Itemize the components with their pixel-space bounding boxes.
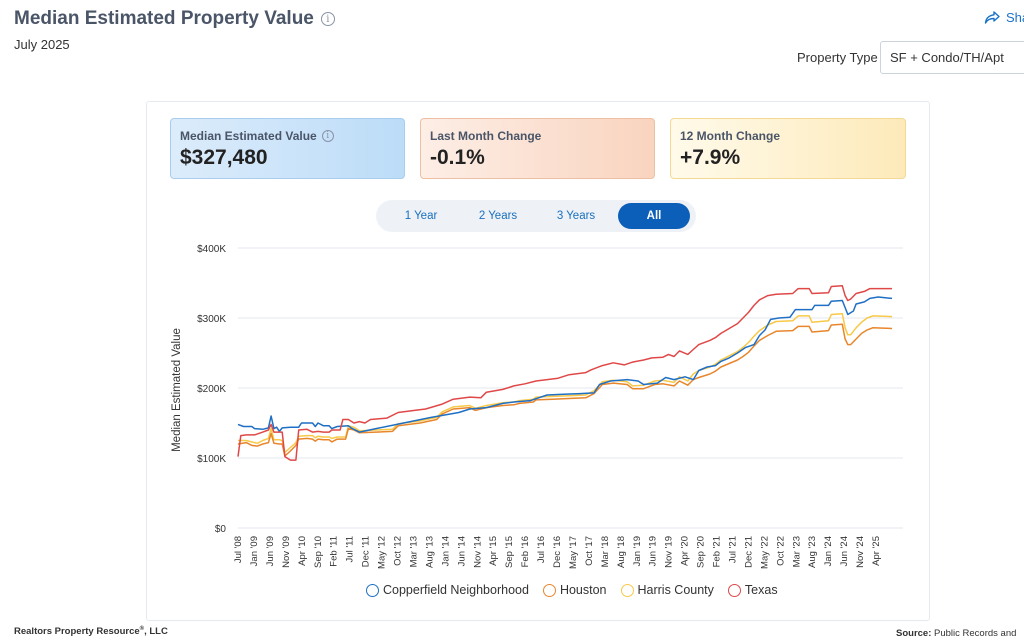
tab-2-years[interactable]: 2 Years <box>478 210 518 222</box>
legend-label: Houston <box>559 583 607 597</box>
x-tick-label: Jan '09 <box>249 536 260 566</box>
x-tick-label: Jun '19 <box>648 536 659 566</box>
legend-item-harris-county[interactable]: Harris County <box>620 583 714 597</box>
info-icon[interactable]: i <box>320 12 335 26</box>
stat-median-value: Median Estimated Value i $327,480 <box>170 118 405 179</box>
legend-marker-icon <box>620 583 634 597</box>
legend-item-houston[interactable]: Houston <box>542 583 607 597</box>
share-icon <box>984 10 1000 24</box>
x-tick-label: Sep '10 <box>313 536 324 568</box>
y-tick-label: $0 <box>215 524 227 535</box>
legend-marker-icon <box>366 583 379 597</box>
legend-label: Harris County <box>637 583 714 597</box>
x-tick-label: Mar '23 <box>791 536 802 567</box>
stat-last-month-change: Last Month Change -0.1% <box>420 118 655 179</box>
footer-source: Source: Public Records and <box>896 628 1016 639</box>
x-tick-label: Apr '20 <box>680 536 691 566</box>
stat-value: -0.1% <box>430 146 485 169</box>
x-tick-label: Apr '15 <box>488 536 499 566</box>
x-tick-label: Aug '13 <box>424 536 435 568</box>
y-tick-label: $100K <box>197 454 226 465</box>
tab-all[interactable]: All <box>618 203 690 229</box>
y-tick-label: $200K <box>197 384 226 395</box>
x-tick-label: Jan '19 <box>632 536 643 566</box>
property-type-label: Property Type <box>797 50 878 65</box>
y-tick-label: $300K <box>197 314 226 325</box>
series-line-harris <box>238 313 893 454</box>
info-icon[interactable]: i <box>321 130 334 142</box>
x-tick-label: Jan '24 <box>823 536 834 566</box>
stat-value: +7.9% <box>680 146 741 169</box>
x-tick-label: Aug '23 <box>807 536 818 568</box>
legend-marker-icon <box>727 583 741 597</box>
legend-marker-icon <box>542 583 556 597</box>
legend-item-texas[interactable]: Texas <box>727 583 778 597</box>
stat-label: Last Month Change <box>430 129 542 143</box>
x-tick-label: May '22 <box>759 536 770 569</box>
x-tick-label: Nov '19 <box>664 536 675 568</box>
x-tick-label: Jul '11 <box>345 536 356 562</box>
stat-label: 12 Month Change <box>680 129 781 143</box>
x-tick-label: Jun '24 <box>839 536 850 566</box>
legend-label: Texas <box>744 583 778 597</box>
x-tick-label: Jan '14 <box>440 536 451 566</box>
stat-value: $327,480 <box>180 146 268 169</box>
y-tick-label: $400K <box>197 244 226 255</box>
tab-3-years[interactable]: 3 Years <box>556 210 596 222</box>
x-tick-label: Jul '16 <box>536 536 547 563</box>
x-tick-label: Oct '17 <box>584 536 595 566</box>
x-tick-label: Sep '15 <box>504 536 515 568</box>
x-tick-label: Apr '25 <box>871 536 882 566</box>
tab-1-year[interactable]: 1 Year <box>404 210 438 222</box>
x-tick-label: Apr '10 <box>297 536 308 566</box>
x-tick-label: May '12 <box>377 536 388 569</box>
x-tick-label: Dec '21 <box>743 536 754 568</box>
range-tabs: 1 Year 2 Years 3 Years All <box>376 200 696 232</box>
registered-mark: ® <box>139 626 145 632</box>
series-line-copperfield <box>237 296 893 433</box>
x-tick-label: Jun '14 <box>456 536 467 566</box>
footer-source-text: Public Records and <box>934 628 1017 639</box>
legend-item-copperfield[interactable]: Copperfield Neighborhood <box>366 583 529 597</box>
x-tick-label: Feb '16 <box>520 536 531 567</box>
x-tick-label: May '17 <box>568 536 579 569</box>
property-type-select[interactable]: SF + Condo/TH/Apt <box>880 41 1024 74</box>
x-tick-label: Sep '20 <box>696 536 707 568</box>
x-tick-label: Dec '11 <box>361 536 372 567</box>
x-tick-label: Nov '24 <box>855 536 866 568</box>
stat-label: Median Estimated Value <box>180 129 317 143</box>
footer-company: Realtors Property Resource®, LLC <box>14 626 168 637</box>
chart-card <box>146 101 930 621</box>
page-title-text: Median Estimated Property Value <box>14 8 314 29</box>
x-tick-label: Jun '09 <box>265 536 276 566</box>
x-tick-label: Jul '21 <box>727 536 738 563</box>
footer-source-label: Source: <box>896 628 932 639</box>
page-title: Median Estimated Property Value i <box>14 8 335 30</box>
x-tick-label: Mar '18 <box>600 536 611 567</box>
x-tick-label: Nov '14 <box>472 536 483 568</box>
x-tick-label: Aug '18 <box>616 536 627 568</box>
page-subtitle: July 2025 <box>14 37 70 52</box>
share-label: Sha <box>1006 10 1024 25</box>
series-line-houston <box>237 323 893 457</box>
footer-company-suffix: , LLC <box>144 626 168 638</box>
chart-legend: Copperfield Neighborhood Houston Harris … <box>366 583 778 597</box>
legend-label: Copperfield Neighborhood <box>383 583 529 597</box>
stat-12-month-change: 12 Month Change +7.9% <box>670 118 906 179</box>
x-tick-label: Oct '22 <box>775 536 786 566</box>
x-tick-label: Jul '08 <box>233 536 244 563</box>
x-tick-label: Dec '16 <box>552 536 563 568</box>
x-tick-label: Oct '12 <box>393 536 404 566</box>
stat-label-row: Median Estimated Value i <box>180 129 395 143</box>
x-tick-label: Feb '21 <box>712 536 723 567</box>
x-tick-label: Feb '11 <box>329 536 340 567</box>
series-line-texas <box>237 285 892 461</box>
x-tick-label: Mar '13 <box>408 536 419 567</box>
footer-company-name: Realtors Property Resource <box>14 626 140 638</box>
y-axis-title: Median Estimated Value <box>171 328 183 452</box>
share-button[interactable]: Sha <box>984 10 1024 25</box>
x-tick-label: Nov '09 <box>281 536 292 568</box>
